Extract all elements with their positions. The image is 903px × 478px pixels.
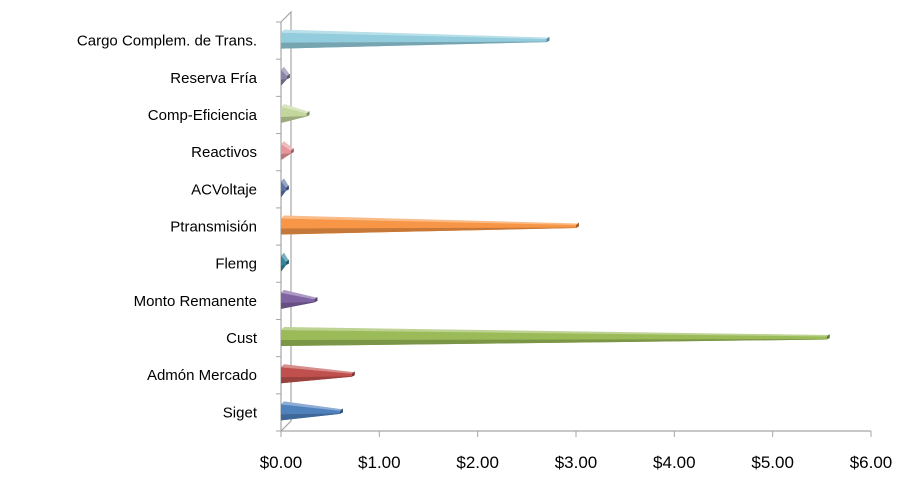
bar-shade [281,227,576,235]
bar-shade [281,115,307,123]
y-category-label: Reserva Fría [170,70,257,87]
bar-shade [281,78,287,86]
bar-end-cap [285,185,289,191]
bar-shade [281,264,286,272]
x-tick-label: $2.00 [456,453,499,472]
bar-top-face [281,252,289,264]
bar [281,29,550,49]
y-category-label: Comp-Eficiencia [148,107,258,124]
bar-layer [281,29,830,421]
bar [281,215,579,235]
bar-shade [281,153,291,161]
bar-end-cap [546,36,550,43]
bar-end-cap [826,334,830,340]
x-tick-label: $5.00 [751,453,794,472]
x-tick-label: $6.00 [850,453,893,472]
bar-end-cap [576,222,579,228]
bar-shade [281,301,315,309]
bar-shade [281,190,286,198]
bar-shade [281,376,352,384]
bar [281,141,294,161]
x-tick-label: $0.00 [260,453,303,472]
bar [281,289,318,309]
label-layer: $0.00 $1.00 $2.00 $3.00 $4.00 $5.00 $6.00 Siget… [77,33,892,472]
y-category-label: Cust [226,330,258,347]
bar-end-cap [290,148,294,154]
y-category-label: Reactivos [191,144,257,161]
bar-top-face [281,66,290,78]
y-category-label: Admón Mercado [147,367,257,384]
bar [281,364,355,384]
bar [281,327,830,347]
y-category-label: Siget [223,404,258,421]
bar-top-face [281,103,310,115]
bar [281,103,310,123]
bar-end-cap [340,408,343,414]
x-tick-label: $3.00 [555,453,598,472]
y-category-label: Monto Remanente [134,293,257,310]
y-category-label: ACVoltaje [191,181,257,198]
bar-shade [281,339,827,347]
bar-shade [281,41,547,49]
bar-shade [281,413,340,421]
bar-top-face [281,178,289,190]
bar-end-cap [314,296,318,303]
bar-end-cap [306,110,310,117]
bar [281,252,289,272]
bar-end-cap [351,371,355,377]
bar [281,66,290,86]
y-category-label: Flemg [215,256,257,273]
x-tick-label: $4.00 [653,453,696,472]
y-category-label: Cargo Complem. de Trans. [77,33,257,50]
y-category-label: Ptransmisión [170,219,257,236]
bar-end-cap [286,73,290,80]
bar [281,178,289,198]
bar-end-cap [285,259,289,266]
bar-top-face [281,141,294,153]
x-tick-label: $1.00 [358,453,401,472]
bar [281,401,343,421]
bar-top-face [281,289,318,301]
